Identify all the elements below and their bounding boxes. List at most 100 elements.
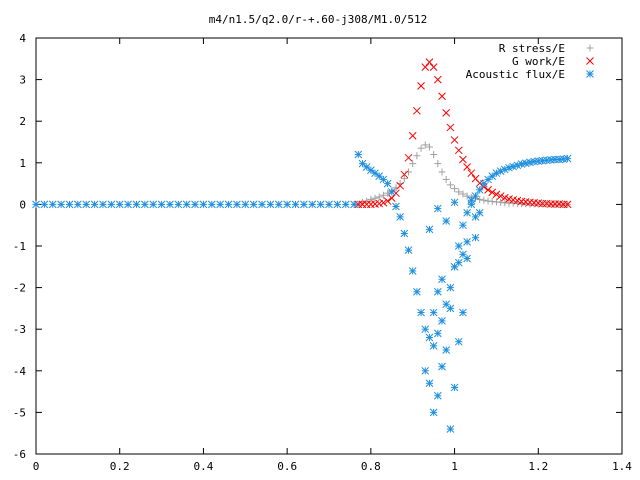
data-point bbox=[358, 159, 367, 168]
data-point bbox=[475, 208, 484, 217]
data-point bbox=[433, 204, 442, 213]
axes: 0 0.2 0.4 0.6 0.8 1 1.2 1.4 4 3 2 1 0 -1 -2 -3 -4 -5 -6 bbox=[13, 32, 633, 473]
data-point bbox=[387, 188, 396, 196]
data-point bbox=[316, 200, 325, 209]
data-point bbox=[333, 200, 342, 209]
data-point bbox=[405, 168, 413, 176]
data-point bbox=[500, 165, 509, 174]
data-point bbox=[375, 172, 384, 180]
x-tick-label: 0.4 bbox=[193, 460, 213, 473]
data-point bbox=[350, 200, 358, 209]
series-g-work-e bbox=[354, 58, 572, 209]
data-point bbox=[115, 200, 124, 209]
data-point bbox=[182, 200, 191, 209]
data-point bbox=[425, 143, 433, 151]
data-point bbox=[379, 198, 388, 207]
data-point bbox=[433, 391, 442, 400]
data-point bbox=[174, 200, 183, 209]
data-point bbox=[450, 136, 459, 144]
data-point bbox=[480, 196, 488, 204]
data-point bbox=[476, 195, 484, 203]
data-point bbox=[425, 58, 434, 66]
data-point bbox=[383, 197, 392, 205]
data-point bbox=[463, 208, 471, 217]
data-point bbox=[425, 333, 434, 342]
data-point bbox=[57, 200, 65, 209]
data-point bbox=[417, 81, 425, 90]
data-point bbox=[392, 202, 400, 211]
data-point bbox=[400, 170, 409, 179]
data-point bbox=[274, 200, 283, 209]
legend-label: R stress/E bbox=[499, 42, 565, 55]
data-point bbox=[413, 287, 421, 296]
data-point bbox=[392, 189, 400, 198]
data-point bbox=[442, 217, 451, 225]
data-point bbox=[430, 150, 438, 158]
data-point bbox=[291, 200, 300, 209]
data-point bbox=[488, 188, 497, 197]
y-tick-label: -5 bbox=[13, 406, 26, 419]
data-point bbox=[362, 163, 371, 171]
data-point bbox=[379, 191, 387, 199]
data-point bbox=[325, 200, 333, 209]
data-point bbox=[505, 163, 513, 172]
data-point bbox=[413, 106, 421, 115]
data-point bbox=[99, 200, 107, 209]
data-point bbox=[363, 197, 371, 205]
data-point bbox=[484, 175, 492, 184]
data-point bbox=[266, 200, 275, 209]
data-point bbox=[450, 198, 459, 207]
data-point bbox=[467, 196, 476, 205]
data-point bbox=[429, 308, 438, 317]
data-point bbox=[308, 200, 317, 209]
data-point bbox=[425, 225, 434, 234]
data-point bbox=[446, 181, 454, 189]
data-point bbox=[463, 237, 471, 246]
data-point bbox=[563, 154, 572, 163]
legend-marker bbox=[586, 44, 594, 52]
data-point bbox=[367, 195, 375, 203]
legend-marker bbox=[586, 70, 594, 78]
data-point bbox=[149, 200, 158, 209]
data-point bbox=[74, 200, 82, 209]
data-point bbox=[446, 283, 455, 292]
data-point bbox=[496, 192, 505, 200]
data-point bbox=[82, 200, 91, 209]
data-point bbox=[438, 92, 446, 101]
data-point bbox=[442, 175, 450, 183]
data-point bbox=[454, 258, 463, 267]
data-point bbox=[429, 341, 438, 350]
data-point bbox=[563, 200, 572, 209]
data-point bbox=[354, 150, 363, 159]
data-point bbox=[383, 179, 392, 188]
data-point bbox=[438, 168, 446, 176]
data-point bbox=[224, 200, 233, 209]
data-point bbox=[283, 200, 291, 209]
y-tick-label: 4 bbox=[19, 32, 26, 45]
data-point bbox=[367, 166, 375, 175]
data-point bbox=[341, 200, 350, 209]
data-point bbox=[509, 162, 518, 171]
data-point bbox=[459, 308, 467, 317]
y-tick-label: -6 bbox=[13, 448, 26, 461]
data-point bbox=[404, 153, 413, 162]
data-point bbox=[454, 242, 463, 250]
data-point bbox=[413, 152, 421, 160]
data-point bbox=[463, 163, 471, 171]
data-point bbox=[442, 346, 451, 354]
data-point bbox=[513, 161, 522, 170]
data-point bbox=[488, 172, 497, 180]
y-tick-label: -3 bbox=[13, 323, 26, 336]
data-point bbox=[107, 200, 116, 209]
data-point bbox=[400, 229, 409, 238]
data-point bbox=[396, 181, 405, 190]
data-point bbox=[429, 63, 438, 71]
data-point bbox=[421, 141, 429, 149]
data-point bbox=[408, 131, 417, 140]
data-point bbox=[258, 200, 266, 209]
series-acoustic-flux-e bbox=[32, 150, 572, 433]
x-tick-label: 1.2 bbox=[528, 460, 548, 473]
data-point bbox=[396, 213, 405, 221]
data-point bbox=[433, 287, 442, 296]
